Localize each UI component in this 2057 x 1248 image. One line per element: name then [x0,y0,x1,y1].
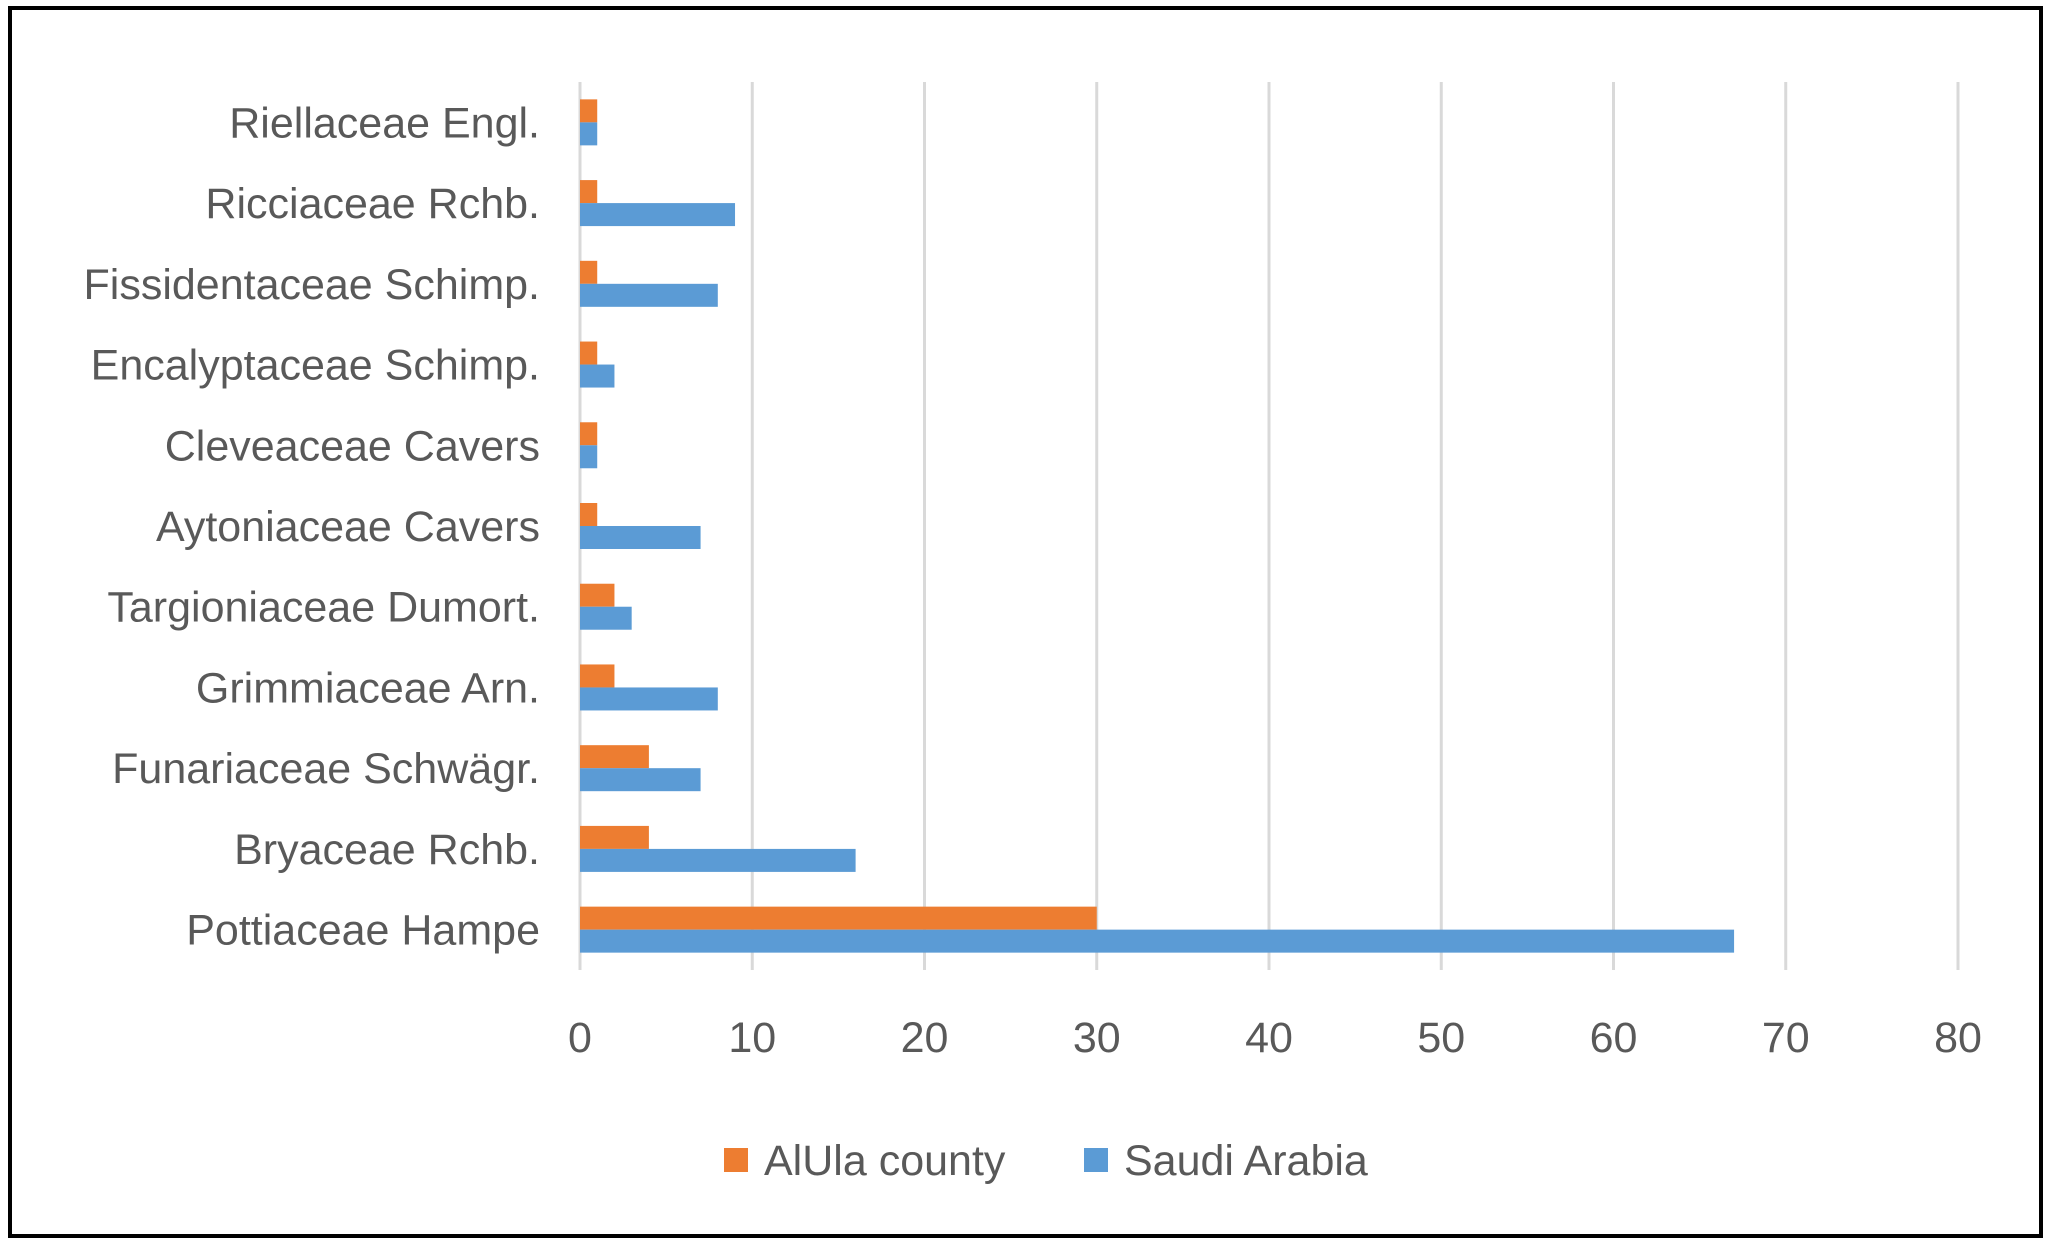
category-label-funariaceae-schw-gr: Funariaceae Schwägr. [112,745,540,793]
bar-saudi-arabia-pottiaceae-hampe [580,929,1735,953]
bar-alula-county-encalyptaceae-schimp [580,341,598,365]
bars [580,99,1735,953]
x-tick-label-0: 0 [568,1014,592,1062]
bar-saudi-arabia-funariaceae-schw-gr [580,768,701,792]
category-label-ricciaceae-rchb: Ricciaceae Rchb. [205,180,540,228]
bar-alula-county-fissidentaceae-schimp [580,260,598,284]
x-tick-label-60: 60 [1590,1014,1638,1062]
x-tick-label-20: 20 [901,1014,949,1062]
bar-alula-county-bryaceae-rchb [580,825,649,849]
chart-frame: Pottiaceae Hampe Bryaceae Rchb. Funariacea… [8,6,2043,1238]
bar-saudi-arabia-grimmiaceae-arn [580,687,718,711]
x-tick-label-10: 10 [728,1014,776,1062]
legend-swatch-alula-county [724,1148,748,1172]
bar-alula-county-targioniaceae-dumort [580,583,615,607]
bar-saudi-arabia-riellaceae-engl [580,122,598,146]
bar-saudi-arabia-targioniaceae-dumort [580,606,632,630]
category-label-pottiaceae-hampe: Pottiaceae Hampe [186,907,540,955]
x-tick-label-40: 40 [1245,1014,1293,1062]
bar-alula-county-funariaceae-schw-gr [580,745,649,769]
category-label-targioniaceae-dumort: Targioniaceae Dumort. [107,584,540,632]
x-tick-label-30: 30 [1073,1014,1121,1062]
bar-saudi-arabia-fissidentaceae-schimp [580,283,718,307]
bar-saudi-arabia-aytoniaceae-cavers [580,526,701,549]
bar-saudi-arabia-bryaceae-rchb [580,848,856,872]
category-label-grimmiaceae-arn: Grimmiaceae Arn. [196,664,540,712]
bar-alula-county-cleveaceae-cavers [580,422,598,446]
legend: AlUla county Saudi Arabia [724,1137,1368,1185]
bar-alula-county-pottiaceae-hampe [580,906,1097,930]
legend-label-saudi-arabia: Saudi Arabia [1124,1137,1368,1185]
bar-alula-county-ricciaceae-rchb [580,180,598,204]
category-label-bryaceae-rchb: Bryaceae Rchb. [234,826,540,874]
bar-saudi-arabia-encalyptaceae-schimp [580,364,615,388]
x-tick-label-80: 80 [1934,1014,1982,1062]
x-tick-label-70: 70 [1762,1014,1810,1062]
bar-alula-county-riellaceae-engl [580,99,598,123]
bar-saudi-arabia-cleveaceae-cavers [580,445,598,469]
x-tick-label-50: 50 [1417,1014,1465,1062]
gridlines [578,82,1960,970]
category-labels: Pottiaceae Hampe Bryaceae Rchb. Funariacea… [84,99,541,954]
bar-alula-county-aytoniaceae-cavers [580,503,598,526]
category-label-encalyptaceae-schimp: Encalyptaceae Schimp. [91,342,540,390]
category-label-cleveaceae-cavers: Cleveaceae Cavers [165,422,540,470]
bar-saudi-arabia-ricciaceae-rchb [580,203,736,227]
category-label-fissidentaceae-schimp: Fissidentaceae Schimp. [84,261,541,309]
category-label-riellaceae-engl: Riellaceae Engl. [229,99,540,147]
x-tick-labels: 0 10 20 30 40 50 60 70 80 [568,1014,1982,1062]
bar-alula-county-grimmiaceae-arn [580,664,615,688]
legend-label-alula-county: AlUla county [764,1137,1006,1185]
legend-swatch-saudi-arabia [1084,1148,1108,1172]
bar-chart: Pottiaceae Hampe Bryaceae Rchb. Funariacea… [84,82,1982,1185]
category-label-aytoniaceae-cavers: Aytoniaceae Cavers [156,503,540,551]
